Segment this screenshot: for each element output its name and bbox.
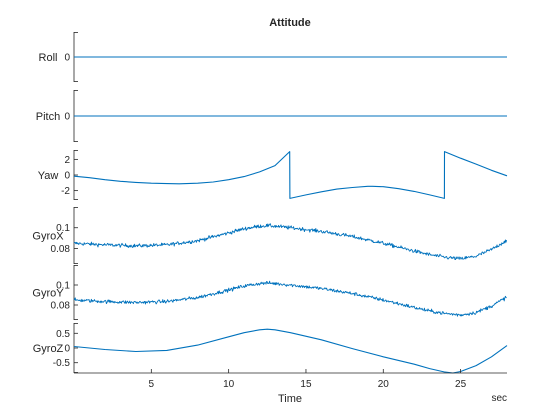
- x-axis-unit-label: sec: [491, 393, 507, 404]
- subplot-gyroz: 0.5 0 -0.5 GyroZ: [33, 323, 508, 374]
- x-axis: 5 10 15 20 25: [74, 369, 507, 390]
- roll-y-tick-label: 0: [64, 53, 70, 64]
- roll-y-axis-label: Roll: [39, 52, 58, 64]
- pitch-y-tick-label: 0: [64, 112, 70, 123]
- subplot-stack: 0Roll0Pitch20-2Yaw0.10.08GyroX0.10.08Gyr…: [32, 32, 508, 374]
- gyroy-y-axis-label: GyroY: [32, 288, 64, 300]
- gyroz-series-line: [73, 328, 508, 374]
- gyrox-y-axis-label: GyroX: [32, 231, 64, 243]
- gyrox-y-tick-label: 0.08: [51, 244, 71, 255]
- pitch-y-axis-label: Pitch: [36, 111, 60, 123]
- gyroz-y-axis-label: GyroZ: [33, 343, 64, 355]
- x-tick-label: 5: [149, 379, 155, 390]
- gyrox-series-line: [73, 223, 508, 261]
- gyroy-y-tick-label: 0.08: [51, 301, 71, 312]
- yaw-y-axis-label: Yaw: [38, 170, 59, 182]
- yaw-y-tick-label: 2: [64, 155, 70, 166]
- x-axis-label: Time: [278, 393, 302, 405]
- x-tick-label: 20: [378, 379, 390, 390]
- gyroz-y-tick-label: -0.5: [53, 358, 71, 369]
- gyroz-y-tick-label: 0.5: [56, 329, 70, 340]
- gyroy-y-tick-label: 0.1: [56, 281, 70, 292]
- x-tick-label: 10: [223, 379, 235, 390]
- gyrox-y-tick-label: 0.1: [56, 223, 70, 234]
- subplot-roll: 0 Roll: [39, 32, 507, 82]
- gyroy-series-line: [73, 280, 507, 317]
- gyroz-y-tick-label: 0: [64, 344, 70, 355]
- x-tick-label: 15: [300, 379, 312, 390]
- subplot-pitch: 0 Pitch: [36, 90, 507, 142]
- figure-title: Attitude: [269, 17, 311, 29]
- yaw-y-tick-label: -2: [61, 186, 70, 197]
- yaw-series-line: [73, 151, 508, 199]
- yaw-y-tick-label: 0: [64, 171, 70, 182]
- x-tick-label: 25: [455, 379, 467, 390]
